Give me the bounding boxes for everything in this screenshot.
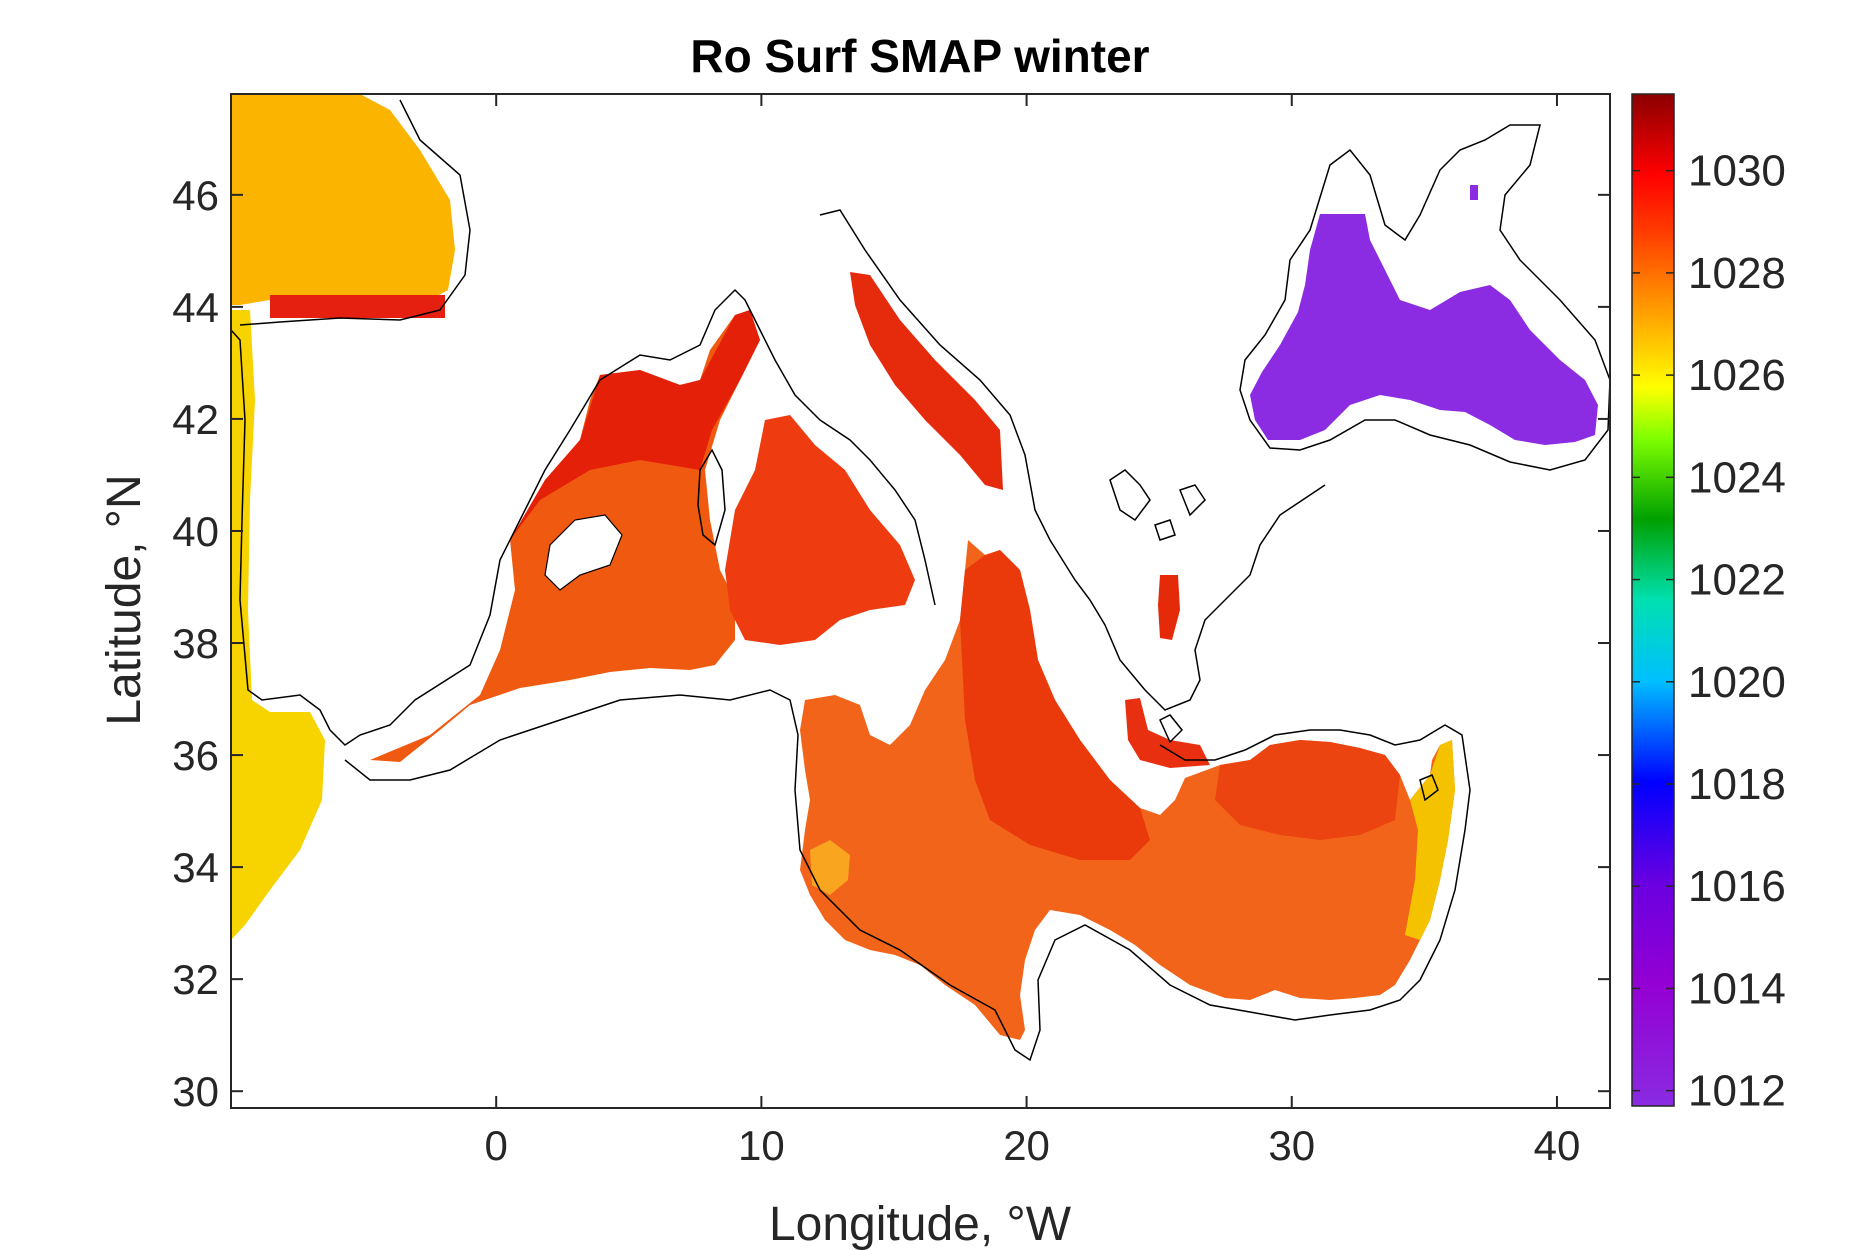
colorbar-tick-label: 1024 [1688, 453, 1786, 502]
y-tick-label: 44 [172, 284, 219, 331]
colorbar [1631, 93, 1675, 1107]
colorbar-tick-label: 1012 [1688, 1067, 1786, 1116]
x-tick-label: 10 [738, 1122, 785, 1169]
map-area [231, 94, 1610, 1108]
colorbar-tick-label: 1022 [1688, 556, 1786, 605]
y-tick-label: 38 [172, 620, 219, 667]
biscay-south-edge [270, 295, 445, 318]
plot-frame [230, 93, 1611, 1109]
region-atlantic-iberia [231, 310, 325, 940]
region-tyrrhenian [725, 415, 915, 645]
x-tick-label: 20 [1003, 1122, 1050, 1169]
x-axis-ticks: 0 10 20 30 40 [485, 94, 1581, 1169]
region-aegean [1158, 575, 1180, 640]
balearic-islands [544, 514, 623, 591]
levantine-red [1215, 740, 1400, 840]
chart-title: Ro Surf SMAP winter [690, 30, 1149, 82]
ionian-red-core [960, 550, 1150, 860]
y-tick-label: 36 [172, 732, 219, 779]
y-tick-label: 32 [172, 956, 219, 1003]
region-adriatic [850, 272, 1003, 490]
colorbar-tick-label: 1016 [1688, 862, 1786, 911]
levantine-coast-yellow [1405, 740, 1455, 940]
colorbar-tick-label: 1026 [1688, 351, 1786, 400]
y-tick-label: 34 [172, 844, 219, 891]
colorbar-tick-label: 1018 [1688, 760, 1786, 809]
x-tick-label: 0 [485, 1122, 508, 1169]
colorbar-ticks: 1012 1014 1016 1018 1020 1022 1024 1026 1028 1030 [1632, 147, 1786, 1116]
region-black-sea [1250, 214, 1598, 445]
coastline [231, 99, 1610, 1062]
aegean-south [1125, 698, 1210, 768]
x-tick-label: 30 [1268, 1122, 1315, 1169]
western-med-north-red [510, 310, 760, 540]
colorbar-tick-label: 1028 [1688, 249, 1786, 298]
y-axis-ticks: 30 32 34 36 38 40 42 44 46 [172, 172, 1610, 1115]
region-bay-of-biscay [231, 94, 455, 305]
colorbar-tick-label: 1020 [1688, 658, 1786, 707]
y-tick-label: 30 [172, 1068, 219, 1115]
colorbar-tick-label: 1014 [1688, 964, 1786, 1013]
libya-coast-yellow [810, 840, 850, 895]
x-axis-label: Longitude, °W [769, 1198, 1072, 1250]
y-tick-label: 46 [172, 172, 219, 219]
black-sea-azov [1470, 185, 1478, 200]
y-tick-label: 42 [172, 396, 219, 443]
y-tick-label: 40 [172, 508, 219, 555]
x-tick-label: 40 [1534, 1122, 1581, 1169]
y-axis-label: Latitude, °N [98, 474, 151, 725]
colorbar-tick-label: 1030 [1688, 147, 1786, 196]
